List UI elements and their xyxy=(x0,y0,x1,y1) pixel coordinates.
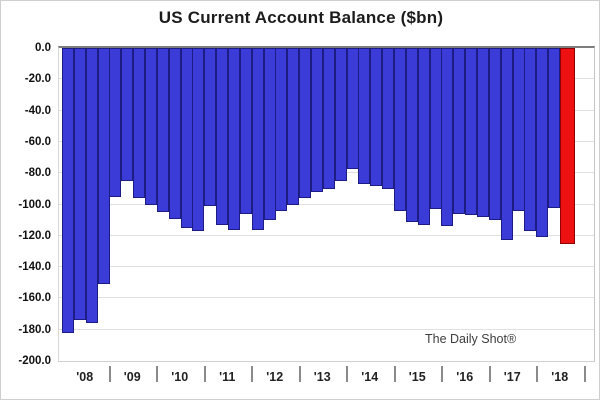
bar-2011-q2 xyxy=(216,48,228,225)
y-tick-label: -40.0 xyxy=(24,105,51,117)
x-year-label: '14 xyxy=(361,370,379,384)
bar-2014-q2 xyxy=(358,48,370,184)
bar-2009-q1 xyxy=(109,48,121,197)
bar-2016-q3 xyxy=(465,48,477,215)
year-separator-tick xyxy=(299,366,301,382)
y-tick-label: -120.0 xyxy=(18,230,51,242)
bar-2018-q3-highlight xyxy=(560,48,575,244)
bar-2013-q4 xyxy=(335,48,347,181)
bar-2015-q3 xyxy=(418,48,430,225)
year-separator-tick xyxy=(394,366,396,382)
x-year-label: '16 xyxy=(456,370,474,384)
bar-2015-q1 xyxy=(394,48,406,211)
year-separator-tick xyxy=(584,366,586,382)
bar-2016-q2 xyxy=(453,48,465,214)
y-tick-label: -60.0 xyxy=(24,136,51,148)
bar-2010-q2 xyxy=(169,48,181,219)
year-separator-tick xyxy=(536,366,538,382)
bar-2011-q4 xyxy=(240,48,252,214)
x-year-label: '17 xyxy=(503,370,521,384)
bar-2008-q3 xyxy=(86,48,98,323)
y-tick-label: 0.0 xyxy=(35,42,51,54)
bar-2009-q4 xyxy=(145,48,157,205)
bar-2014-q4 xyxy=(382,48,394,189)
y-tick-label: -100.0 xyxy=(18,199,51,211)
year-separator-tick xyxy=(441,366,443,382)
plot-area xyxy=(58,46,595,362)
daily-shot-watermark: The Daily Shot® xyxy=(425,332,517,346)
bar-2016-q1 xyxy=(441,48,453,226)
bar-2008-q1 xyxy=(62,48,74,333)
chart-title: US Current Account Balance ($bn) xyxy=(158,8,444,27)
x-year-label: '09 xyxy=(123,370,141,384)
bar-2011-q1 xyxy=(204,48,216,206)
x-year-label: '18 xyxy=(551,370,569,384)
gridline xyxy=(59,235,594,236)
bar-2012-q1 xyxy=(252,48,264,230)
bar-2012-q4 xyxy=(287,48,299,205)
bar-2016-q4 xyxy=(477,48,489,217)
bar-2018-q2 xyxy=(548,48,560,208)
gridline xyxy=(59,204,594,205)
gridline xyxy=(59,329,594,330)
x-year-label: '08 xyxy=(76,370,94,384)
x-year-label: '12 xyxy=(266,370,284,384)
bar-2010-q1 xyxy=(157,48,169,212)
bar-2017-q4 xyxy=(524,48,536,231)
x-year-label: '13 xyxy=(313,370,331,384)
bar-2008-q2 xyxy=(74,48,86,320)
bar-2014-q3 xyxy=(370,48,382,186)
gridline xyxy=(59,266,594,267)
bar-2009-q2 xyxy=(121,48,133,181)
y-tick-label: -140.0 xyxy=(18,261,51,273)
y-tick-label: -160.0 xyxy=(18,292,51,304)
year-separator-tick xyxy=(346,366,348,382)
bar-2013-q3 xyxy=(323,48,335,189)
y-tick-label: -80.0 xyxy=(24,167,51,179)
gridline xyxy=(59,297,594,298)
bar-2013-q1 xyxy=(299,48,311,198)
x-year-label: '10 xyxy=(171,370,189,384)
y-tick-label: -180.0 xyxy=(18,324,51,336)
bar-2015-q2 xyxy=(406,48,418,222)
bar-2017-q1 xyxy=(489,48,501,220)
bar-2011-q3 xyxy=(228,48,240,230)
year-separator-tick xyxy=(251,366,253,382)
bar-2012-q3 xyxy=(275,48,287,211)
bar-2018-q1 xyxy=(536,48,548,237)
bar-2017-q2 xyxy=(501,48,513,240)
year-separator-tick xyxy=(489,366,491,382)
bar-2009-q3 xyxy=(133,48,145,198)
x-year-label: '15 xyxy=(408,370,426,384)
year-separator-tick xyxy=(204,366,206,382)
y-tick-label: -20.0 xyxy=(24,73,51,85)
year-separator-tick xyxy=(109,366,111,382)
year-separator-tick xyxy=(156,366,158,382)
y-tick-label: -200.0 xyxy=(18,355,51,367)
bar-2013-q2 xyxy=(311,48,323,192)
bar-2010-q4 xyxy=(192,48,204,231)
x-year-label: '11 xyxy=(219,370,236,384)
